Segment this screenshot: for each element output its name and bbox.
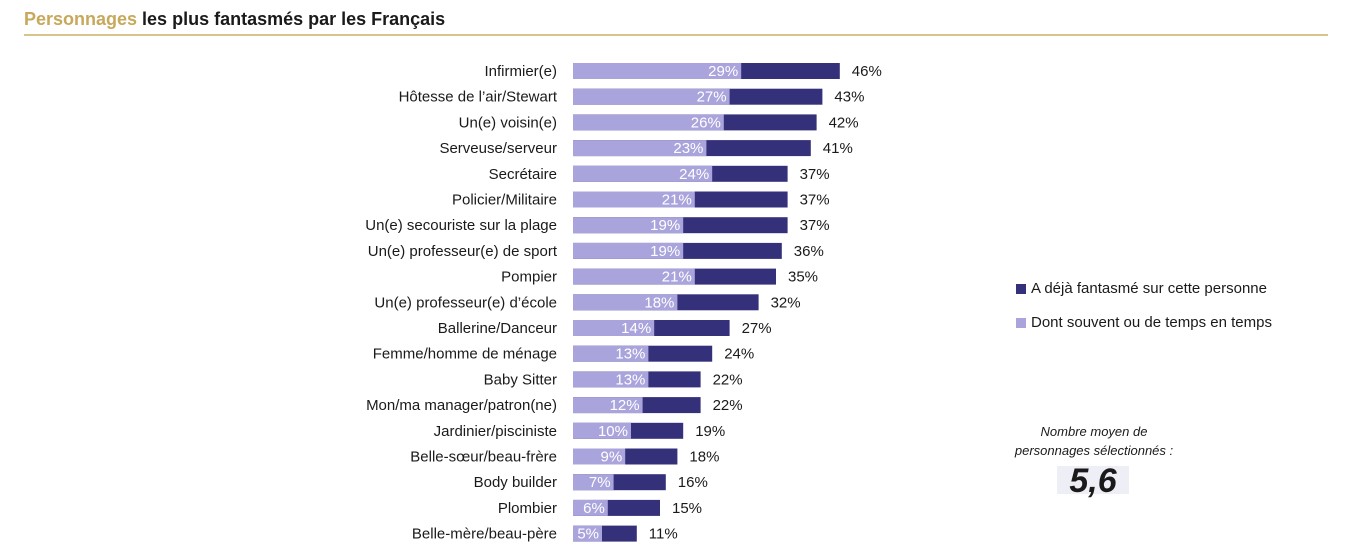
data-label-often: 19%: [650, 217, 680, 234]
data-label-total: 42%: [829, 114, 859, 131]
bar-often: [573, 88, 730, 105]
category-label: Un(e) professeur(e) d’école: [374, 294, 557, 311]
bar-often: [573, 63, 742, 79]
category-label: Body builder: [474, 474, 557, 491]
average-label-line1: Nombre moyen de: [1040, 424, 1148, 439]
category-label: Serveuse/serveur: [439, 140, 557, 157]
data-label-often: 23%: [673, 140, 703, 157]
category-label: Femme/homme de ménage: [373, 346, 557, 363]
category-label: Policier/Militaire: [452, 192, 557, 209]
legend-item-often: Dont souvent ou de temps en temps: [1016, 314, 1272, 331]
bar-often: [573, 165, 713, 182]
category-label: Un(e) professeur(e) de sport: [368, 243, 558, 260]
data-label-often: 12%: [610, 397, 640, 414]
category-label: Un(e) secouriste sur la plage: [365, 217, 557, 234]
category-label: Un(e) voisin(e): [459, 114, 557, 131]
category-label: Pompier: [501, 269, 557, 286]
bar-often: [573, 499, 608, 516]
data-label-often: 24%: [679, 166, 709, 183]
title-divider: [24, 34, 1328, 36]
data-label-total: 22%: [713, 371, 743, 388]
legend-label-total: A déjà fantasmé sur cette personne: [1031, 280, 1267, 297]
legend-label-often: Dont souvent ou de temps en temps: [1031, 314, 1272, 331]
data-label-total: 16%: [678, 474, 708, 491]
data-label-total: 36%: [794, 243, 824, 260]
data-label-total: 27%: [742, 320, 772, 337]
data-label-total: 18%: [689, 449, 719, 466]
data-label-often: 18%: [644, 294, 674, 311]
bar-often: [573, 268, 695, 285]
bar-often: [573, 474, 614, 491]
bar-often: [573, 422, 631, 439]
chart-title: Personnages les plus fantasmés par les F…: [24, 9, 445, 30]
data-label-total: 19%: [695, 423, 725, 440]
bar-often: [573, 320, 655, 336]
category-label: Belle-sœur/beau-frère: [410, 449, 557, 466]
data-label-total: 35%: [788, 269, 818, 286]
data-label-often: 14%: [621, 320, 651, 337]
data-label-often: 21%: [662, 269, 692, 286]
bar-often: [573, 371, 649, 388]
bar-often: [573, 397, 643, 414]
data-label-total: 43%: [834, 89, 864, 106]
average-value: 5,6: [1069, 462, 1117, 500]
category-label: Mon/ma manager/patron(ne): [366, 397, 557, 414]
category-label: Belle-mère/beau-père: [412, 526, 557, 543]
category-label: Baby Sitter: [484, 371, 557, 388]
data-label-often: 10%: [598, 423, 628, 440]
data-label-often: 19%: [650, 243, 680, 260]
data-label-total: 37%: [800, 217, 830, 234]
data-label-total: 32%: [771, 294, 801, 311]
category-label: Jardinier/pisciniste: [434, 423, 557, 440]
data-label-often: 27%: [697, 89, 727, 106]
data-label-total: 46%: [852, 63, 882, 80]
category-label: Plombier: [498, 500, 557, 517]
bar-often: [573, 140, 707, 157]
category-label: Hôtesse de l’air/Stewart: [399, 89, 558, 106]
bar-often: [573, 294, 678, 311]
bar-often: [573, 217, 684, 234]
data-label-often: 13%: [615, 346, 645, 363]
legend-swatch-total: [1016, 283, 1026, 294]
data-label-often: 21%: [662, 192, 692, 209]
data-label-often: 26%: [691, 114, 721, 131]
data-label-total: 41%: [823, 140, 853, 157]
data-label-total: 37%: [800, 166, 830, 183]
data-label-often: 29%: [708, 63, 738, 80]
bar-often: [573, 242, 684, 259]
data-label-often: 13%: [615, 371, 645, 388]
average-highlight: [1057, 466, 1129, 494]
category-label: Ballerine/Danceur: [438, 320, 557, 337]
data-label-often: 7%: [589, 474, 611, 491]
bar-often: [573, 114, 724, 131]
data-label-total: 37%: [800, 192, 830, 209]
data-label-often: 5%: [577, 526, 599, 543]
bar-often: [573, 345, 649, 362]
data-label-total: 22%: [713, 397, 743, 414]
chart-title-accent: Personnages: [24, 9, 138, 29]
legend-swatch-often: [1016, 317, 1026, 328]
data-label-often: 9%: [601, 449, 623, 466]
data-label-total: 11%: [649, 526, 678, 543]
category-label: Secrétaire: [489, 166, 557, 183]
bar-often: [573, 525, 602, 542]
bar-often: [573, 448, 626, 465]
average-label: Nombre moyen de personnages sélectionnés…: [994, 422, 1194, 460]
category-label: Infirmier(e): [484, 63, 557, 80]
data-label-often: 6%: [583, 500, 605, 517]
data-label-total: 24%: [724, 346, 754, 363]
chart-title-rest: les plus fantasmés par les Français: [137, 9, 446, 29]
data-label-total: 15%: [672, 500, 702, 517]
legend-item-total: A déjà fantasmé sur cette personne: [1016, 280, 1267, 297]
bar-often: [573, 191, 695, 208]
average-label-line2: personnages sélectionnés :: [1014, 443, 1174, 458]
